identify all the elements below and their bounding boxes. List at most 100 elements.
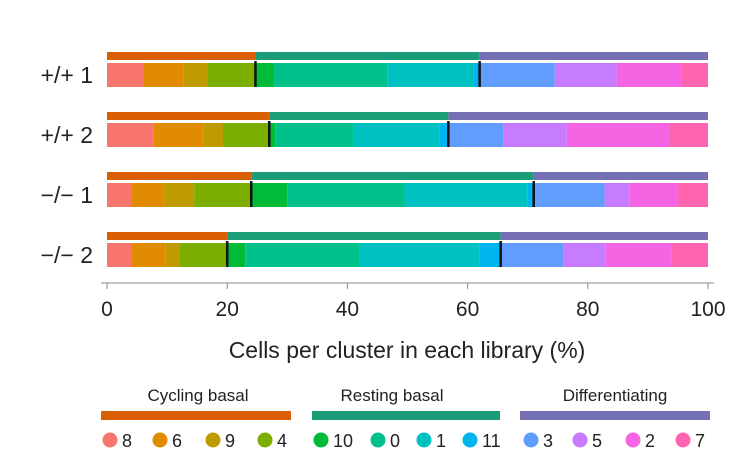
y-tick-label: +/+ 2: [41, 122, 93, 148]
x-tick-label: 20: [216, 298, 239, 321]
group-line-2: [448, 112, 708, 120]
bar-segment-1: [387, 63, 474, 87]
legend-group-line: [101, 411, 291, 420]
bar-segment-4: [207, 63, 256, 87]
group-lines-layer: [107, 52, 708, 240]
bar-segment-1: [359, 243, 480, 267]
bar-segment-6: [131, 243, 166, 267]
x-tick-label: 100: [690, 298, 725, 321]
legend-label-6: 6: [172, 431, 182, 451]
bar-segment-2: [616, 63, 682, 87]
bar-segment-1: [353, 123, 440, 147]
group-line-2: [533, 172, 708, 180]
bar-segment-8: [107, 123, 154, 147]
bar-segment-11: [479, 243, 501, 267]
bar-segment-5: [604, 183, 630, 207]
legend-swatch-3: [523, 432, 539, 448]
x-tick-label: 40: [336, 298, 359, 321]
y-axis-labels: +/+ 1 +/+ 2 −/− 1 −/− 2: [41, 62, 93, 268]
legend-group-title: Cycling basal: [147, 386, 248, 405]
bar-segment-10: [251, 183, 288, 207]
y-tick-label: −/− 1: [41, 182, 93, 208]
legend-swatch-5: [572, 432, 588, 448]
legend-label-1: 1: [436, 431, 446, 451]
legend-swatch-4: [257, 432, 273, 448]
group-line-1: [269, 112, 449, 120]
legend-label-3: 3: [543, 431, 553, 451]
legend-swatch-10: [313, 432, 329, 448]
bar-segment-9: [165, 243, 180, 267]
bar-segment-9: [203, 123, 223, 147]
bar-segment-8: [107, 183, 132, 207]
bar-segment-10: [227, 243, 246, 267]
bars-layer: [107, 63, 708, 267]
legend-swatch-0: [370, 432, 386, 448]
bar-segment-8: [107, 63, 144, 87]
group-line-2: [500, 232, 708, 240]
bar-segment-0: [245, 243, 360, 267]
legend-label-5: 5: [592, 431, 602, 451]
legend-swatch-8: [102, 432, 118, 448]
legend-group-title: Resting basal: [340, 386, 443, 405]
group-line-0: [107, 172, 252, 180]
bar-segment-7: [668, 123, 708, 147]
bar-segment-1: [404, 183, 528, 207]
group-separators-layer: [225, 61, 535, 267]
bar-segment-3: [448, 123, 504, 147]
y-tick-label: −/− 2: [41, 242, 93, 268]
bar-segment-11: [439, 123, 449, 147]
bar-segment-3: [479, 63, 555, 87]
bar-segment-4: [179, 243, 228, 267]
legend-group-title: Differentiating: [563, 386, 668, 405]
legend-label-7: 7: [695, 431, 705, 451]
bar-segment-0: [287, 183, 405, 207]
legend: Cycling basal Resting basal Differentiatin…: [101, 386, 710, 451]
bar-segment-5: [503, 123, 567, 147]
legend-group-line: [312, 411, 500, 420]
bar-segment-9: [164, 183, 195, 207]
bar-segment-2: [605, 243, 672, 267]
bar-segment-0: [273, 63, 388, 87]
legend-swatch-11: [462, 432, 478, 448]
bar-segment-9: [183, 63, 208, 87]
legend-label-11: 11: [482, 431, 501, 451]
bar-segment-6: [153, 123, 204, 147]
y-tick-label: +/+ 1: [41, 62, 93, 88]
bar-segment-7: [677, 183, 708, 207]
x-tick-label: 80: [576, 298, 599, 321]
legend-label-2: 2: [645, 431, 655, 451]
bar-segment-10: [255, 63, 274, 87]
group-line-0: [107, 232, 228, 240]
legend-group-line: [520, 411, 710, 420]
group-line-1: [255, 52, 480, 60]
bar-segment-0: [275, 123, 354, 147]
group-line-0: [107, 112, 270, 120]
legend-label-8: 8: [122, 431, 132, 451]
legend-label-9: 9: [225, 431, 235, 451]
group-line-2: [479, 52, 708, 60]
bar-segment-4: [222, 123, 270, 147]
x-axis-label: Cells per cluster in each library (%): [229, 337, 586, 363]
x-axis-ticks: 0 20 40 60 80 100: [101, 283, 726, 321]
group-line-0: [107, 52, 256, 60]
legend-swatch-2: [625, 432, 641, 448]
bar-segment-4: [194, 183, 252, 207]
bar-segment-3: [533, 183, 605, 207]
bar-segment-6: [131, 183, 165, 207]
x-tick-label: 0: [101, 298, 113, 321]
bar-segment-5: [554, 63, 617, 87]
legend-swatch-1: [416, 432, 432, 448]
bar-segment-7: [681, 63, 708, 87]
bar-segment-7: [671, 243, 708, 267]
legend-swatch-9: [205, 432, 221, 448]
group-line-1: [227, 232, 501, 240]
bar-segment-10: [269, 123, 276, 147]
bar-segment-2: [566, 123, 669, 147]
bar-segment-11: [473, 63, 480, 87]
bar-segment-2: [629, 183, 678, 207]
legend-label-4: 4: [277, 431, 287, 451]
legend-swatch-7: [675, 432, 691, 448]
group-line-1: [251, 172, 534, 180]
legend-label-10: 10: [333, 431, 353, 451]
